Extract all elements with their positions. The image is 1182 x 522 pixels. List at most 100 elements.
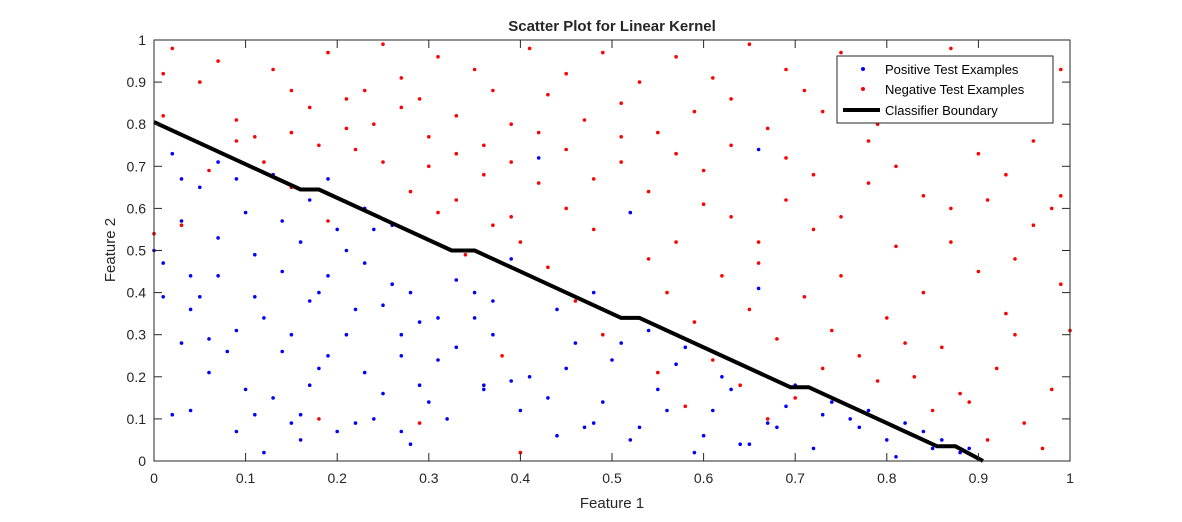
positive-point [820,412,825,417]
negative-point [729,215,733,219]
negative-point [839,274,843,278]
positive-point [161,261,165,265]
positive-point [564,366,568,371]
positive-point [335,429,340,434]
positive-point [967,446,971,451]
negative-point [976,269,981,274]
negative-point [811,227,816,232]
negative-point [683,404,688,409]
positive-point [729,387,733,392]
negative-point [820,109,825,114]
negative-point [500,354,504,358]
negative-point [591,177,596,181]
negative-point [701,202,706,206]
positive-point [335,227,340,232]
negative-point [1059,282,1063,287]
positive-point [665,408,669,413]
positive-point [903,421,907,425]
positive-point [253,252,257,257]
y-tick-label: 1 [138,32,146,48]
positive-point [674,362,678,367]
negative-point [399,76,404,80]
positive-point [179,177,184,181]
positive-point [307,383,312,388]
positive-point [198,185,202,190]
negative-point [216,59,220,63]
negative-point [701,168,706,173]
positive-point [399,332,404,337]
y-tick-label: 0.4 [127,285,147,301]
positive-point [390,282,395,287]
positive-point [536,156,541,160]
negative-point [820,366,825,371]
positive-point [179,219,184,223]
y-tick-label: 0.2 [127,369,147,385]
positive-point [591,290,596,295]
positive-point [472,290,477,295]
negative-point [546,92,550,97]
negative-point [921,290,926,295]
negative-point [289,88,294,93]
positive-point [362,370,367,375]
positive-point [436,316,440,320]
negative-point [903,341,907,345]
classifier-boundary-line [153,120,984,463]
positive-point [216,274,220,278]
negative-point [940,345,944,350]
negative-point [482,143,486,148]
positive-point [372,417,376,421]
negative-point [536,181,541,185]
legend-marker-negative [861,87,865,91]
negative-point [646,257,651,261]
negative-point [958,391,962,396]
negative-point [866,181,871,185]
positive-point [381,391,385,396]
positive-point [399,354,404,358]
negative-point [619,160,623,164]
positive-point [454,278,459,282]
negative-point [381,160,385,164]
positive-point [399,429,404,434]
positive-point [207,337,211,341]
positive-point [921,429,926,434]
negative-point [564,206,568,211]
negative-point [381,42,385,46]
negative-point [1059,194,1063,198]
positive-point [207,370,211,375]
negative-point [866,139,871,143]
negative-point [601,50,605,55]
positive-point [289,332,294,337]
positive-point [271,396,275,400]
negative-point [665,290,669,295]
positive-point [234,177,239,181]
positive-point [326,354,330,358]
x-tick-label: 0.3 [419,470,439,486]
negative-point [1022,421,1026,425]
positive-point [253,412,257,417]
negative-point [1013,332,1017,337]
negative-point [289,130,294,135]
positive-point [179,341,184,345]
negative-point [353,147,358,152]
negative-point [765,126,770,131]
y-tick-label: 0.1 [127,411,147,427]
negative-point [894,244,898,249]
positive-point [555,433,559,438]
x-tick-label: 0.9 [969,470,989,486]
positive-point [243,387,248,392]
positive-point [573,341,578,345]
negative-point [949,240,953,244]
negative-point [646,189,651,194]
chart-title: Scatter Plot for Linear Kernel [508,18,716,35]
negative-point [839,50,843,55]
negative-point [417,421,422,425]
positive-point [161,295,165,299]
y-tick-label: 0.6 [127,200,147,216]
x-tick-label: 0.4 [511,470,531,486]
negative-point [1031,223,1036,227]
x-tick-label: 0 [150,470,158,486]
negative-point [1031,139,1036,143]
positive-point [646,328,651,333]
positive-point [518,408,523,413]
